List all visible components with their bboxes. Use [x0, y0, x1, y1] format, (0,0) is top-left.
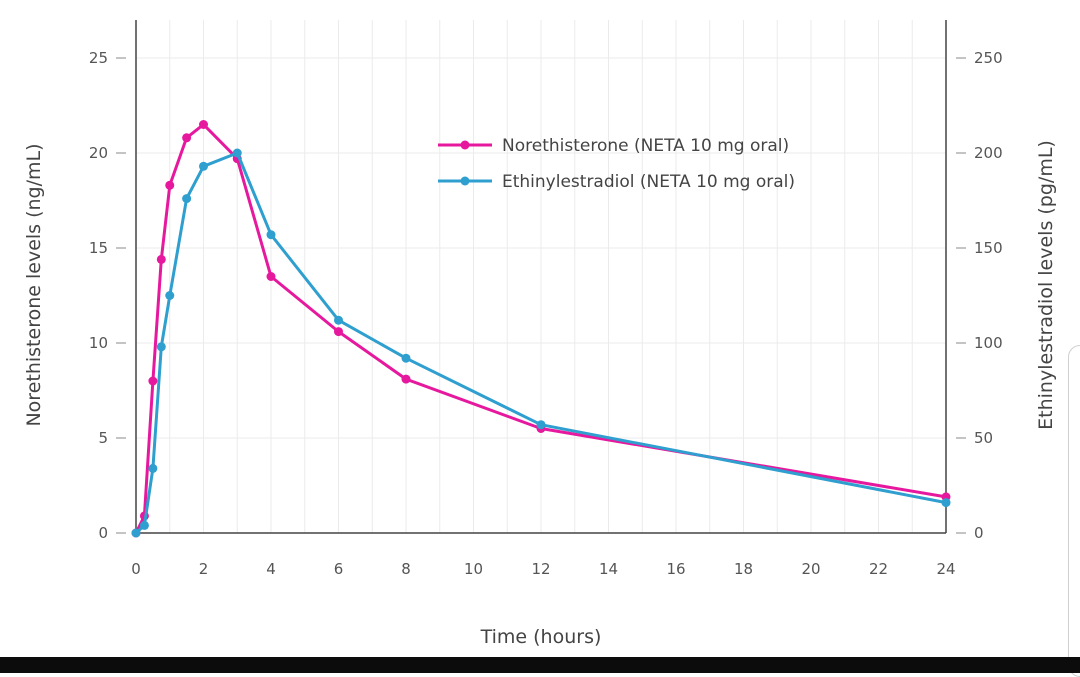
- data-point-norethisterone[interactable]: [334, 327, 343, 337]
- x-tick-label: 6: [334, 560, 344, 578]
- x-tick-label: 0: [131, 560, 141, 578]
- x-tick-label: 22: [869, 560, 888, 578]
- left-y-tick-label: 5: [98, 429, 108, 447]
- data-point-ethinylestradiol[interactable]: [266, 230, 276, 240]
- x-tick-label: 16: [666, 560, 685, 578]
- tick-labels: 0 2 4 6 8 10 12 14 16 18 20 22 240510152025050100150…: [89, 49, 1003, 578]
- x-tick-label: 4: [266, 560, 276, 578]
- bottom-bar: [0, 657, 1080, 673]
- x-tick-label: 18: [734, 560, 753, 578]
- legend-marker-ethinylestradiol: [460, 176, 470, 186]
- data-point-ethinylestradiol[interactable]: [401, 353, 411, 363]
- data-point-norethisterone[interactable]: [199, 120, 208, 129]
- gridlines: [136, 20, 946, 533]
- data-point-ethinylestradiol[interactable]: [165, 291, 175, 300]
- legend-item-norethisterone[interactable]: Norethisterone (NETA 10 mg oral): [438, 136, 789, 156]
- x-tick-label: 12: [531, 560, 550, 578]
- side-panel-edge: [1068, 345, 1080, 677]
- data-point-norethisterone[interactable]: [182, 133, 192, 143]
- data-point-ethinylestradiol[interactable]: [131, 528, 141, 538]
- legend-marker-norethisterone: [460, 140, 470, 150]
- data-point-ethinylestradiol[interactable]: [199, 161, 208, 171]
- legend: Norethisterone (NETA 10 mg oral) Ethinyl…: [438, 136, 795, 192]
- left-y-tick-label: 15: [89, 239, 108, 257]
- data-point-ethinylestradiol[interactable]: [334, 315, 343, 325]
- right-y-tick-label: 100: [974, 334, 1003, 352]
- right-y-tick-label: 50: [974, 429, 993, 447]
- data-point-ethinylestradiol[interactable]: [182, 194, 192, 204]
- left-y-tick-label: 25: [89, 49, 108, 67]
- right-y-tick-label: 0: [974, 524, 984, 542]
- data-point-norethisterone[interactable]: [156, 254, 166, 264]
- axes: [116, 20, 966, 534]
- data-point-norethisterone[interactable]: [165, 180, 175, 190]
- x-tick-label: 8: [401, 560, 411, 578]
- data-point-ethinylestradiol[interactable]: [232, 148, 242, 158]
- left-y-tick-label: 10: [89, 334, 108, 352]
- data-point-norethisterone[interactable]: [266, 272, 276, 281]
- x-tick-label: 10: [464, 560, 483, 578]
- legend-label-norethisterone: Norethisterone (NETA 10 mg oral): [502, 136, 789, 156]
- data-point-norethisterone[interactable]: [148, 376, 158, 386]
- data-point-ethinylestradiol[interactable]: [941, 498, 951, 508]
- data-point-ethinylestradiol[interactable]: [536, 420, 546, 430]
- data-point-ethinylestradiol[interactable]: [156, 342, 166, 352]
- left-y-tick-label: 0: [98, 524, 108, 542]
- right-y-tick-label: 150: [974, 239, 1003, 257]
- series-layer: [131, 120, 951, 538]
- left-y-axis-title: Norethisterone levels (ng/mL): [23, 143, 45, 426]
- right-y-tick-label: 200: [974, 144, 1003, 162]
- x-tick-label: 2: [199, 560, 209, 578]
- left-y-tick-label: 20: [89, 144, 108, 162]
- data-point-ethinylestradiol[interactable]: [139, 520, 149, 530]
- x-tick-label: 20: [801, 560, 820, 578]
- x-tick-label: 24: [936, 560, 955, 578]
- x-tick-label: 14: [599, 560, 618, 578]
- legend-item-ethinylestradiol[interactable]: Ethinylestradiol (NETA 10 mg oral): [438, 172, 795, 192]
- legend-label-ethinylestradiol: Ethinylestradiol (NETA 10 mg oral): [502, 172, 795, 192]
- data-point-norethisterone[interactable]: [401, 374, 411, 384]
- x-axis-title: Time (hours): [480, 626, 602, 648]
- right-y-axis-title: Ethinylestradiol levels (pg/mL): [1035, 140, 1057, 430]
- data-point-ethinylestradiol[interactable]: [148, 463, 158, 473]
- right-y-tick-label: 250: [974, 49, 1003, 67]
